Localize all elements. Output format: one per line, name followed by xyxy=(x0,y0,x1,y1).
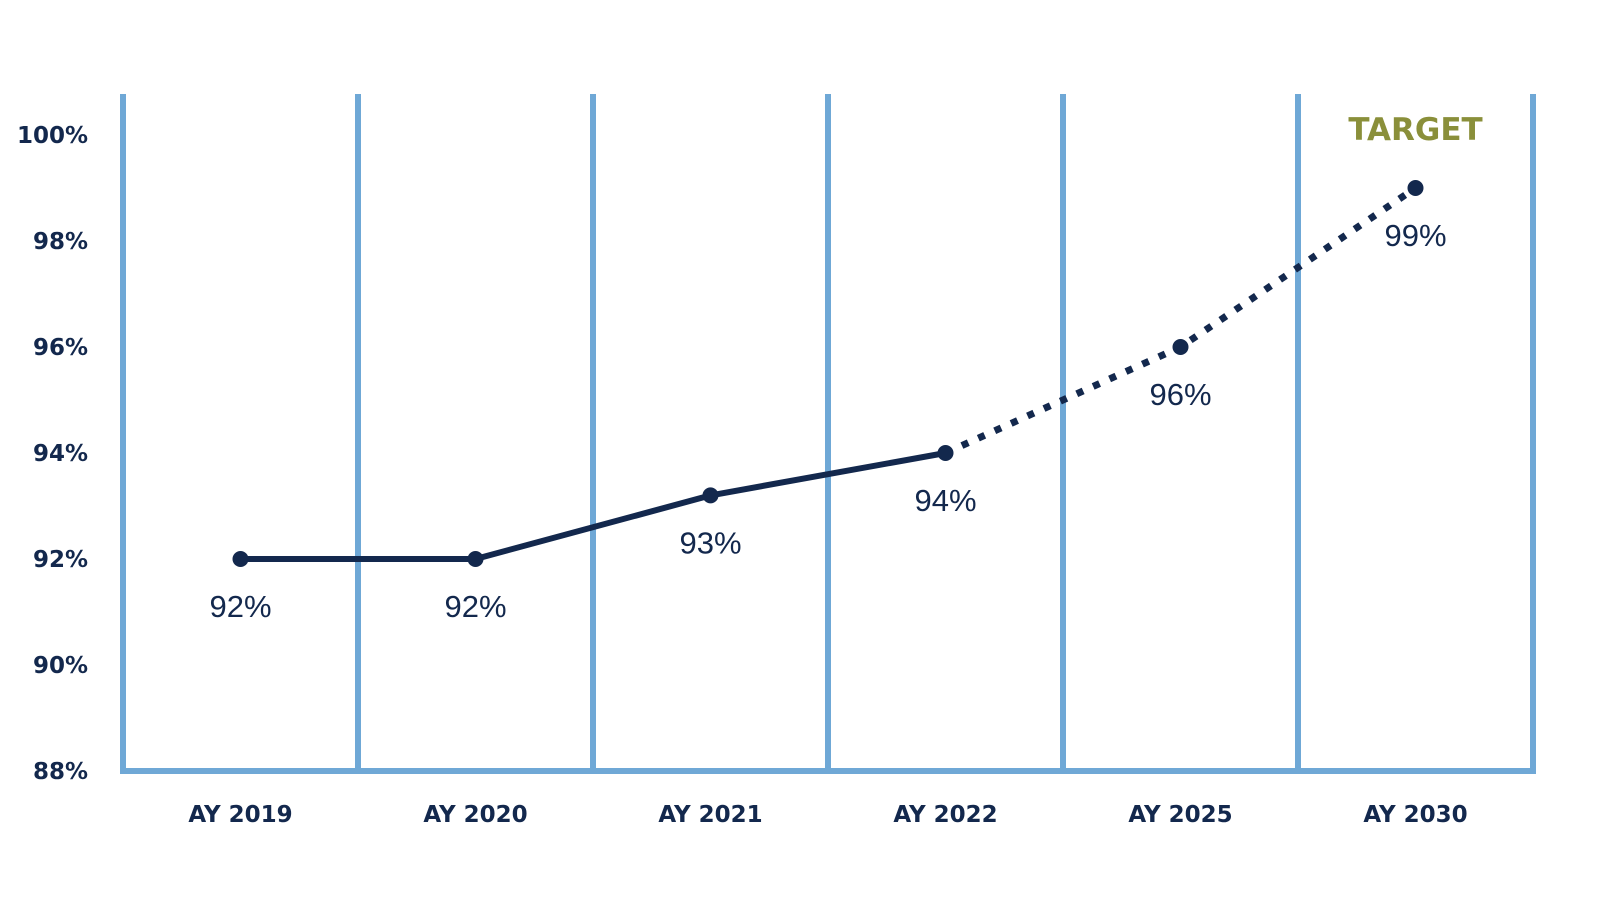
data-point xyxy=(232,551,249,567)
data-label: 93% xyxy=(679,525,741,560)
data-point xyxy=(467,551,484,567)
data-labels: 92% 92% 93% 94% 96% 99% xyxy=(209,218,1446,624)
data-point xyxy=(937,445,954,461)
actual-series-line xyxy=(240,450,947,562)
projected-series-line xyxy=(944,185,1418,457)
data-point xyxy=(1172,339,1189,355)
data-point xyxy=(702,487,719,504)
y-tick-label: 94% xyxy=(33,441,88,467)
y-tick-label: 92% xyxy=(33,547,88,573)
data-label: 96% xyxy=(1149,377,1211,412)
x-tick-label: AY 2019 xyxy=(188,802,292,828)
y-tick-label: 90% xyxy=(33,653,88,679)
x-tick-label: AY 2020 xyxy=(423,802,527,828)
data-label: 92% xyxy=(209,589,271,624)
y-tick-label: 88% xyxy=(33,759,88,785)
x-tick-label: AY 2030 xyxy=(1363,802,1467,828)
x-tick-label: AY 2022 xyxy=(893,802,997,828)
x-axis-tick-labels: AY 2019 AY 2020 AY 2021 AY 2022 AY 2025 AY 20… xyxy=(188,802,1467,828)
x-tick-label: AY 2021 xyxy=(658,802,762,828)
y-tick-label: 96% xyxy=(33,335,88,361)
data-label: 92% xyxy=(444,589,506,624)
x-tick-label: AY 2025 xyxy=(1128,802,1232,828)
y-axis-tick-labels: 100% 98% 96% 94% 92% 90% 88% xyxy=(17,123,88,785)
y-tick-label: 100% xyxy=(17,123,88,149)
data-label: 99% xyxy=(1384,218,1446,253)
y-tick-label: 98% xyxy=(33,229,88,255)
grid-lines xyxy=(120,94,1536,774)
data-point xyxy=(1407,180,1424,196)
target-annotation: TARGET xyxy=(1348,112,1482,148)
data-label: 94% xyxy=(914,483,976,518)
data-points xyxy=(232,180,1424,567)
